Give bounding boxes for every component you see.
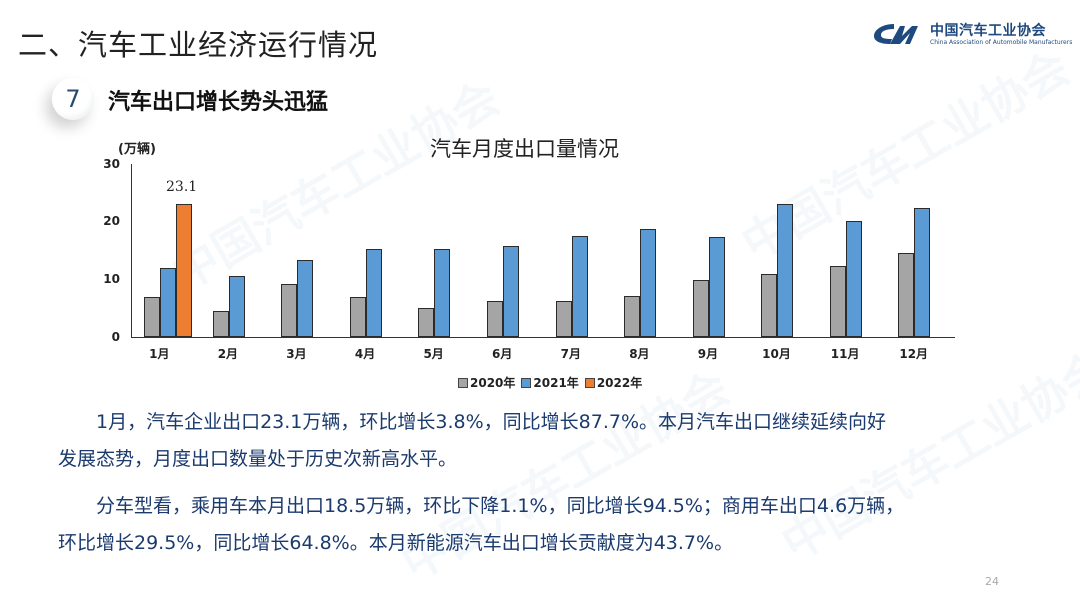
bar-2020年 — [829, 266, 846, 337]
legend-swatch — [584, 377, 595, 388]
bar-2020年 — [898, 252, 915, 337]
bar-2021年 — [708, 237, 725, 337]
x-tick: 12月 — [899, 347, 929, 361]
x-tick: 4月 — [354, 347, 376, 361]
x-tick: 9月 — [697, 347, 719, 361]
bar-group — [338, 164, 407, 337]
bar-group — [475, 164, 544, 337]
bar-2020年 — [349, 297, 366, 337]
paragraph-1: 1月，汽车企业出口23.1万辆，环比增长3.8%，同比增长87.7%。本月汽车出… — [58, 404, 1048, 478]
bar-group — [818, 164, 887, 337]
bar-group — [269, 164, 338, 337]
legend-label: 2022年 — [596, 376, 643, 390]
bar-2020年 — [624, 296, 641, 337]
bar-group — [406, 164, 475, 337]
paragraph-line: 分车型看，乘用车本月出口18.5万辆，环比下降1.1%，同比增长94.5%；商用… — [96, 495, 905, 517]
bar-2021年 — [845, 221, 862, 337]
bar-group — [886, 164, 955, 337]
bar-2022年 — [176, 203, 192, 337]
bar-2021年 — [228, 275, 245, 337]
bar-group — [612, 164, 681, 337]
x-tick: 2月 — [217, 347, 239, 361]
legend-item-2020: 2020年 — [458, 374, 515, 391]
paragraph-line: 发展态势，月度出口数量处于历史次新高水平。 — [58, 448, 458, 470]
plot-area — [131, 164, 955, 338]
x-tick: 10月 — [762, 347, 791, 361]
bar-2021年 — [365, 249, 382, 337]
legend-swatch — [458, 377, 468, 388]
x-tick: 6月 — [492, 347, 513, 361]
chart-title: 汽车月度出口量情况 — [430, 137, 619, 161]
bar-2020年 — [281, 283, 298, 337]
y-axis-unit: (万辆) — [118, 142, 156, 157]
section-title: 二、汽车工业经济运行情况 — [18, 28, 379, 62]
bar-group — [749, 164, 818, 337]
logo-name-en: China Association of Automobile Manufact… — [930, 39, 1073, 46]
paragraph-line: 1月，汽车企业出口23.1万辆，环比增长3.8%，同比增长87.7%。本月汽车出… — [96, 411, 887, 433]
bar-2020年 — [555, 301, 572, 337]
bar-2021年 — [640, 229, 657, 337]
bar-2021年 — [160, 267, 176, 337]
x-tick: 7月 — [560, 347, 581, 361]
bar-2021年 — [777, 203, 794, 337]
paragraph-line: 环比增长29.5%，同比增长64.8%。本月新能源汽车出口增长贡献度为43.7%… — [58, 532, 734, 554]
cam-logo-icon — [874, 24, 918, 44]
y-tick: 0 — [111, 330, 120, 344]
legend-swatch — [521, 377, 532, 388]
y-tick: 30 — [103, 157, 120, 171]
x-tick: 8月 — [629, 347, 650, 361]
bar-2020年 — [212, 311, 229, 337]
bar-2020年 — [761, 274, 778, 337]
logo-name-cn: 中国汽车工业协会 — [930, 23, 1046, 39]
legend-item-2021: 2021年 — [521, 374, 579, 391]
bar-2021年 — [297, 260, 314, 337]
bar-group — [681, 164, 750, 337]
legend-label: 2020年 — [470, 376, 516, 390]
legend-item-2022: 2022年 — [584, 374, 643, 391]
page-number: 24 — [985, 575, 999, 588]
x-tick: 11月 — [830, 347, 860, 361]
x-tick: 3月 — [286, 347, 307, 361]
bar-2020年 — [418, 308, 435, 337]
bar-2021年 — [434, 249, 451, 337]
bar-2021年 — [914, 207, 931, 337]
paragraph-2: 分车型看，乘用车本月出口18.5万辆，环比下降1.1%，同比增长94.5%；商用… — [58, 488, 1048, 562]
bar-group — [132, 164, 201, 337]
subsection-title: 汽车出口增长势头迅猛 — [108, 90, 329, 115]
y-tick: 10 — [103, 272, 120, 286]
x-tick: 5月 — [423, 347, 444, 361]
section-number-badge: 7 — [52, 78, 94, 120]
x-tick: 1月 — [149, 347, 170, 361]
bar-2021年 — [571, 236, 588, 337]
legend-label: 2021年 — [533, 376, 579, 390]
bar-group — [544, 164, 613, 337]
data-label: 23.1 — [166, 179, 198, 195]
bar-2021年 — [502, 245, 519, 337]
bar-2020年 — [144, 297, 160, 337]
y-tick: 20 — [103, 214, 120, 228]
bar-group — [201, 164, 270, 337]
bar-2020年 — [692, 279, 709, 337]
bar-2020年 — [486, 301, 503, 337]
chart-legend: 2020年 2021年 2022年 — [458, 374, 642, 391]
logo: 中国汽车工业协会 China Association of Automobile… — [872, 18, 1072, 52]
